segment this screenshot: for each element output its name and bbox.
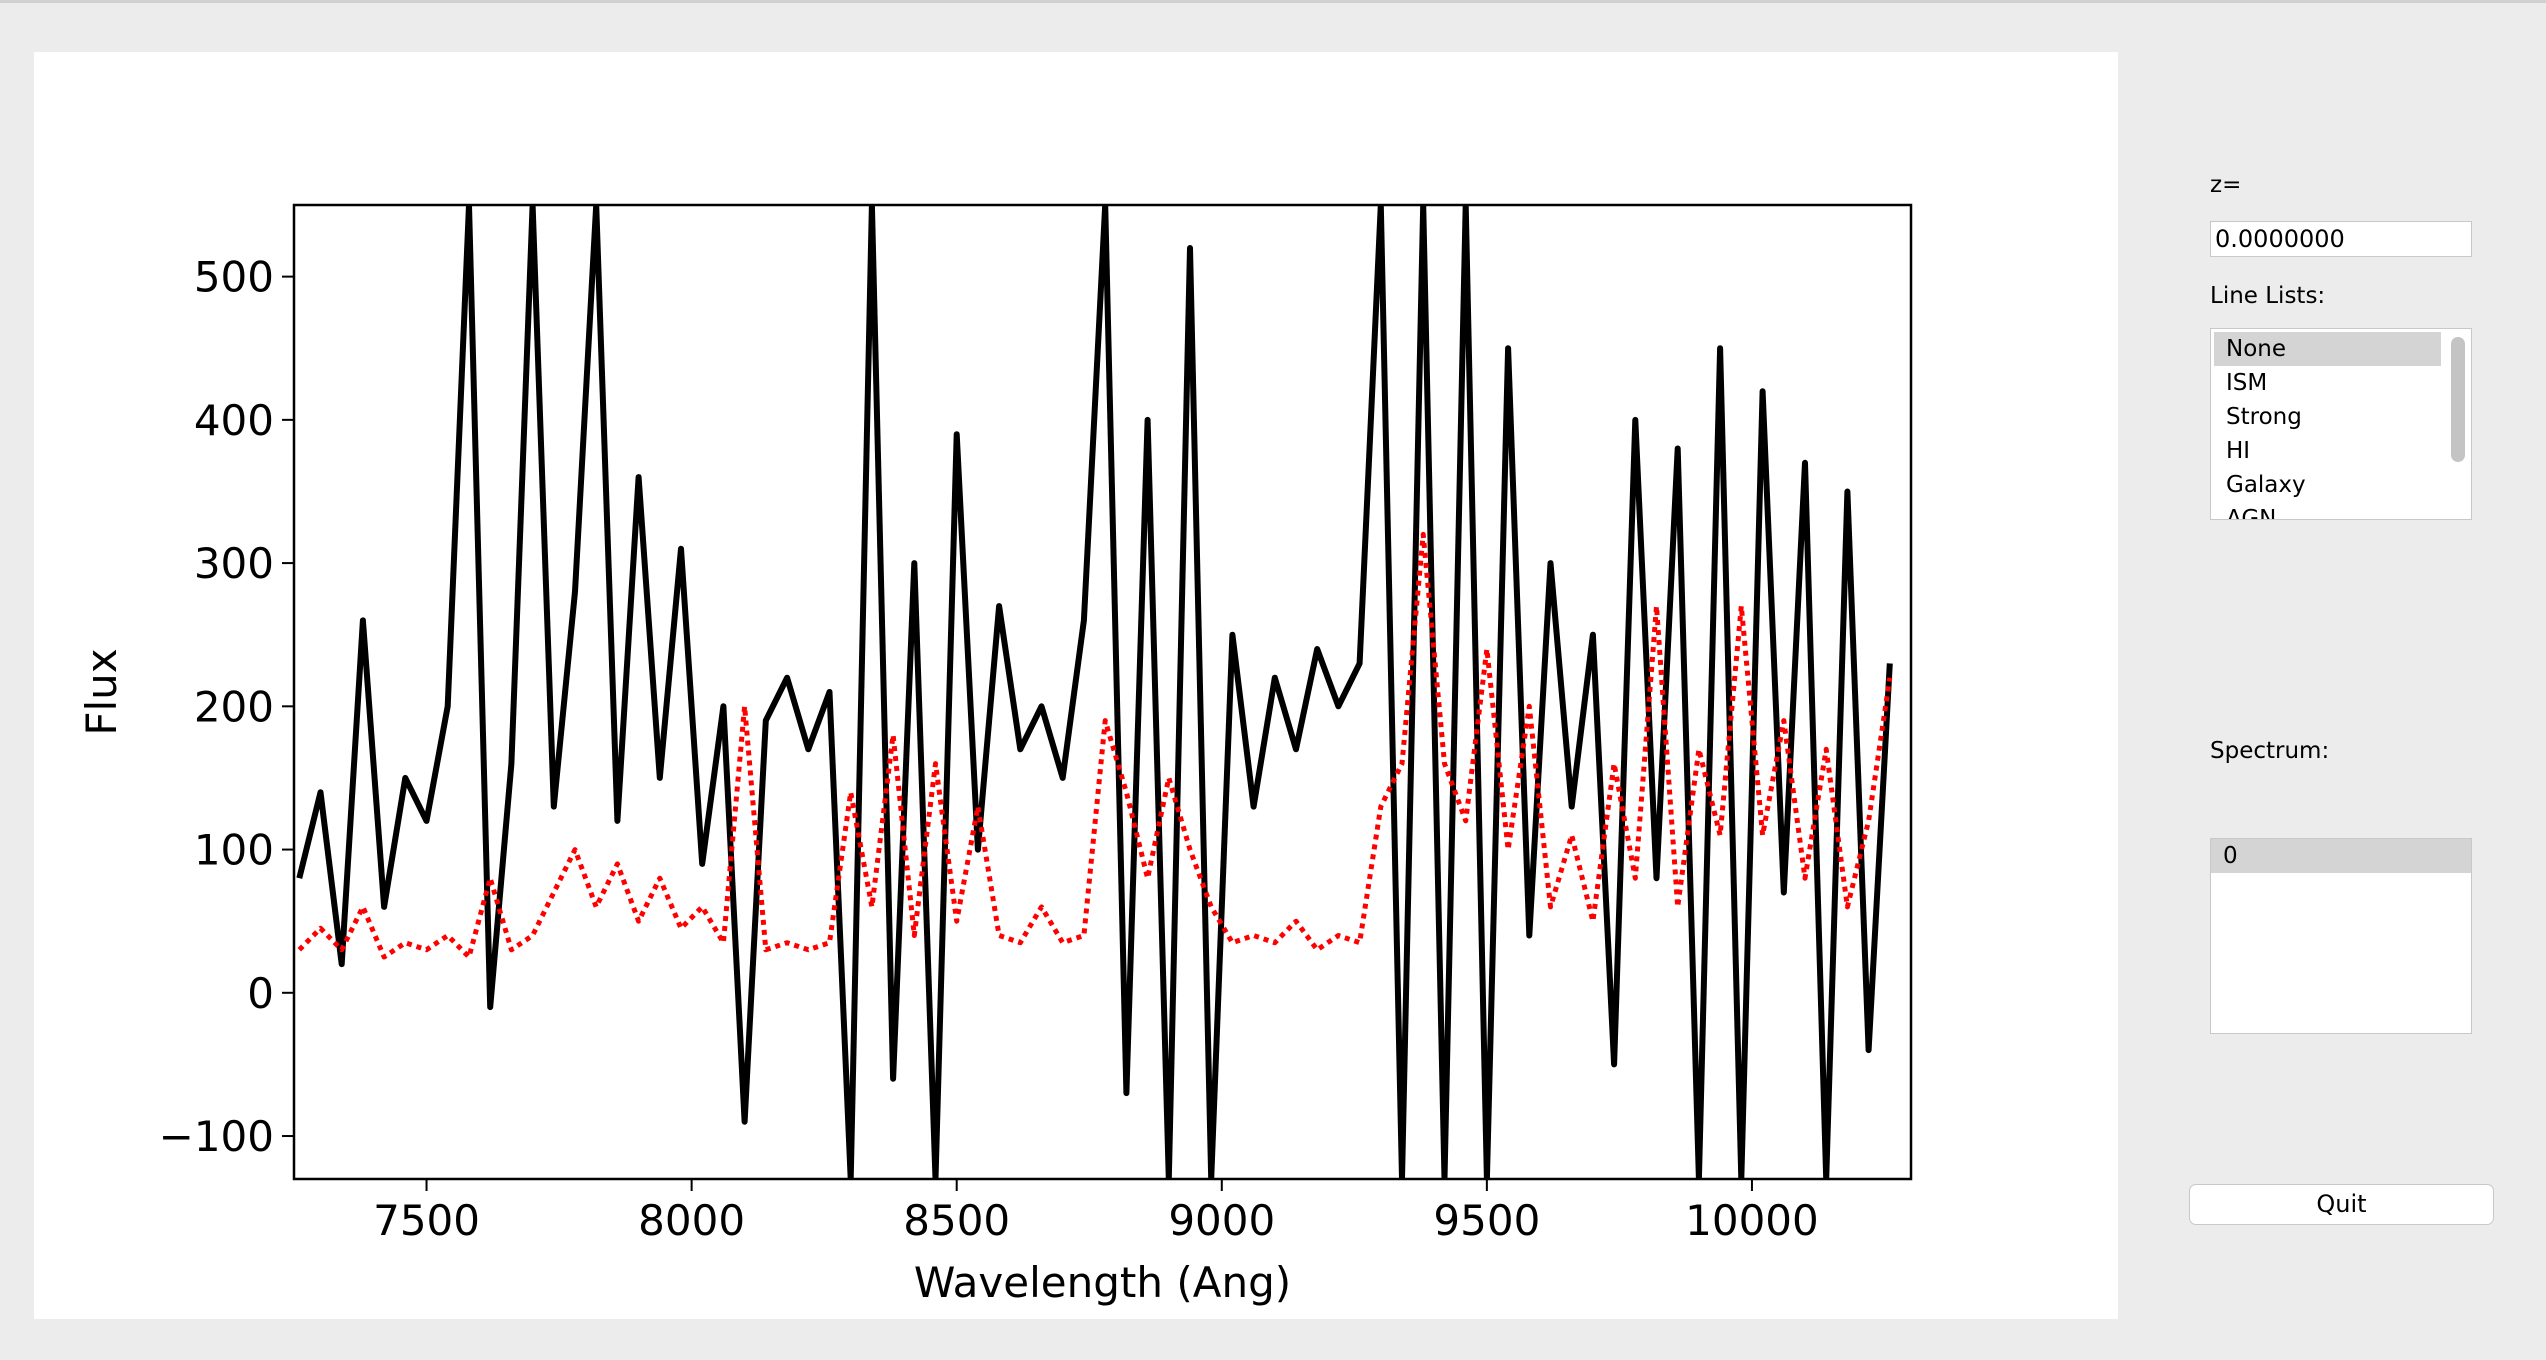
list-item[interactable]: ISM: [2226, 370, 2268, 396]
z-label: z=: [2210, 172, 2242, 198]
line-lists-box[interactable]: None ISM Strong HI Galaxy AGN: [2210, 328, 2472, 520]
x-tick-label: 10000: [1685, 1196, 1819, 1245]
y-tick-label: 100: [194, 826, 274, 875]
spectrum-line: [296, 205, 1893, 1179]
y-tick-label: −100: [159, 1112, 274, 1161]
list-item[interactable]: Strong: [2226, 404, 2302, 430]
x-tick-label: 8500: [903, 1196, 1010, 1245]
chart: 7500 8000 8500 9000 9500 10000 −100 0 100 200 300 4…: [77, 203, 1913, 1307]
quit-button[interactable]: Quit: [2189, 1184, 2494, 1225]
list-item[interactable]: Galaxy: [2226, 472, 2306, 498]
scrollbar[interactable]: [2451, 337, 2465, 462]
y-tick-label: 400: [194, 396, 274, 445]
x-tick-label: 9000: [1168, 1196, 1275, 1245]
title-bar-edge: [0, 0, 2546, 3]
line-lists-label: Line Lists:: [2210, 283, 2326, 309]
x-tick-label: 7500: [373, 1196, 480, 1245]
x-tick-label: 9500: [1433, 1196, 1540, 1245]
spectrum-label: Spectrum:: [2210, 738, 2330, 764]
y-axis-label: Flux: [77, 648, 126, 735]
list-item[interactable]: 0: [2211, 839, 2471, 873]
list-item[interactable]: None: [2214, 332, 2441, 366]
x-axis-label: Wavelength (Ang): [914, 1258, 1291, 1307]
list-item[interactable]: HI: [2226, 438, 2251, 464]
x-tick-label: 8000: [638, 1196, 745, 1245]
z-input[interactable]: 0.0000000: [2210, 221, 2472, 257]
list-item[interactable]: AGN: [2226, 506, 2277, 520]
y-tick-label: 0: [247, 969, 274, 1018]
spectrum-box[interactable]: 0: [2210, 838, 2472, 1034]
y-tick-label: 200: [194, 682, 274, 731]
spectrum-line: [297, 531, 1893, 960]
figure-panel: 7500 8000 8500 9000 9500 10000 −100 0 100 200 300 4…: [34, 52, 2118, 1319]
y-tick-label: 300: [194, 539, 274, 588]
plot-frame: [292, 203, 1913, 1181]
y-tick-label: 500: [194, 253, 274, 302]
